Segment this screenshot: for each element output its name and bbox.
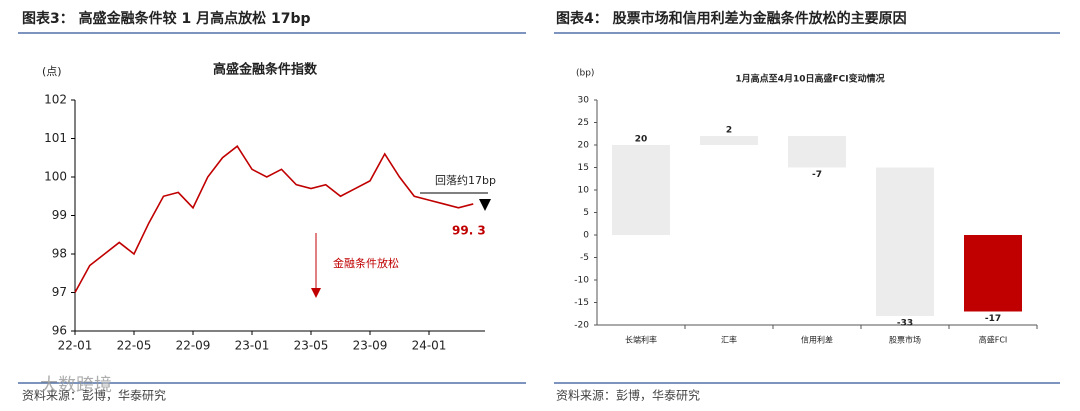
x-tick-label: 23-01 <box>235 339 270 353</box>
x-tick-label: 长端利率 <box>625 335 657 345</box>
y-tick-label: -5 <box>580 253 589 263</box>
value-label: -33 <box>897 319 913 329</box>
y-tick-label: 0 <box>583 231 589 241</box>
y-tick-label: -15 <box>574 298 589 308</box>
y-tick-label: -10 <box>574 276 589 286</box>
bar <box>876 167 934 316</box>
bar <box>788 136 846 168</box>
chart-title: 高盛金融条件指数 <box>213 62 318 78</box>
y-tick-label: 96 <box>52 324 67 338</box>
annotation: 回落约17bp <box>435 174 496 187</box>
arrow <box>479 199 491 211</box>
value-label: 2 <box>726 126 732 136</box>
y-tick-label: 25 <box>578 118 589 128</box>
x-tick-label: 信用利差 <box>801 335 833 345</box>
y-tick-label: 99 <box>52 208 67 222</box>
chart-title: 1月高点至4月10日高盛FCI变动情况 <box>735 73 884 85</box>
value-label: -17 <box>985 314 1001 324</box>
y-tick-label: 101 <box>44 131 67 145</box>
source: 资料来源：彭博，华泰研究 <box>556 388 700 403</box>
y-tick-label: 98 <box>52 247 67 261</box>
y-unit: (点) <box>42 65 62 78</box>
source: 资料来源：彭博，华泰研究 <box>22 388 166 403</box>
x-tick-label: 23-05 <box>294 339 329 353</box>
x-tick-label: 23-09 <box>353 339 388 353</box>
y-tick-label: 100 <box>44 170 67 184</box>
y-tick-label: 30 <box>578 96 590 106</box>
x-tick-label: 高盛FCI <box>979 335 1008 345</box>
y-tick-label: 20 <box>578 141 590 151</box>
y-tick-label: 10 <box>578 186 590 196</box>
line <box>74 145 474 293</box>
y-unit: (bp) <box>576 69 594 79</box>
bar <box>700 136 758 145</box>
y-tick-label: 102 <box>44 93 67 107</box>
x-tick-label: 汇率 <box>721 335 737 345</box>
y-tick-label: 5 <box>583 208 589 218</box>
bar <box>964 235 1022 312</box>
x-tick-label: 22-01 <box>58 339 93 353</box>
annotation: 金融条件放松 <box>333 256 399 270</box>
x-tick-label: 股票市场 <box>889 335 921 345</box>
heading: 图表3： 高盛金融条件较 1 月高点放松 17bp <box>22 10 311 27</box>
y-tick-label: -20 <box>574 321 589 331</box>
bar <box>612 145 670 235</box>
x-tick-label: 24-01 <box>412 339 447 353</box>
arrow <box>311 288 321 298</box>
y-tick-label: 15 <box>578 163 589 173</box>
heading: 图表4： 股票市场和信用利差为金融条件放松的主要原因 <box>556 10 907 27</box>
value-label: 20 <box>635 135 648 145</box>
x-tick-label: 22-05 <box>117 339 152 353</box>
value-label: -7 <box>812 170 822 180</box>
watermark: 大数跨境 <box>40 375 112 396</box>
x-tick-label: 22-09 <box>176 339 211 353</box>
annotation: 99. 3 <box>452 224 486 238</box>
y-tick-label: 97 <box>52 285 67 299</box>
